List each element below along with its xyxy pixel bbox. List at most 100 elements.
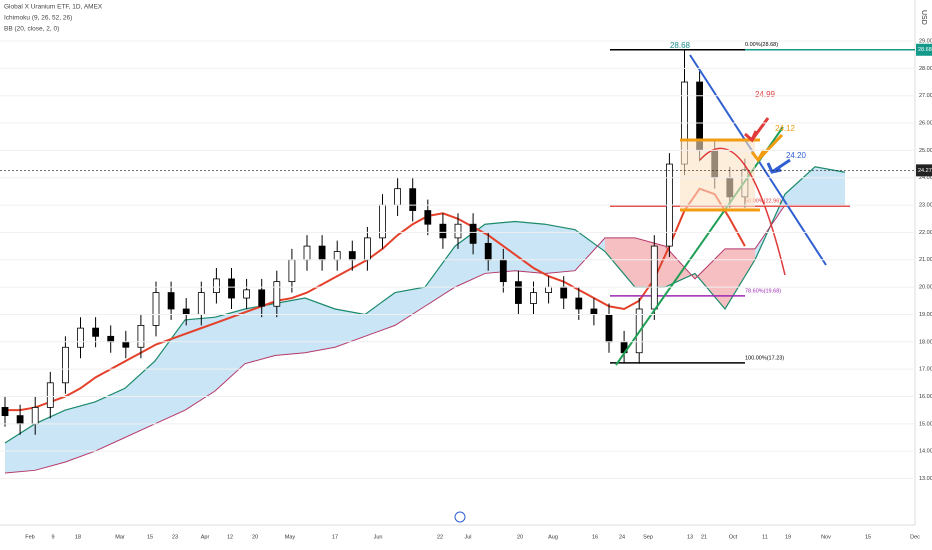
candle-body [590, 308, 598, 315]
price-tag-label: 28.68 [918, 47, 932, 53]
cloud-segment [335, 308, 365, 348]
moving-average [5, 187, 746, 412]
projection-arrow [699, 147, 786, 276]
x-tick-label: Mar [115, 534, 125, 540]
x-tick-label: 16 [592, 534, 598, 540]
candle-body [31, 407, 39, 425]
x-tick-label: Jul [464, 534, 471, 540]
candle-body [605, 314, 613, 343]
cloud-segment [575, 229, 605, 271]
cloud-segment [125, 360, 155, 438]
candle-body [303, 245, 311, 261]
x-tick-label: Jun [374, 534, 383, 540]
candle-body [318, 245, 326, 261]
x-tick-label: 18 [75, 534, 81, 540]
candle-body [182, 308, 190, 315]
candle-body [575, 297, 583, 310]
price-tag-label: 24.27 [918, 168, 932, 174]
candle-body [258, 289, 266, 307]
x-tick-label: May [285, 534, 296, 540]
y-tick-label: 25.00 [919, 148, 932, 154]
y-tick-label: 16.00 [919, 394, 932, 400]
cloud-segment [545, 224, 575, 274]
cloud-segment [185, 317, 215, 411]
x-tick-label: 17 [332, 534, 338, 540]
annotation: 24.99 [755, 90, 776, 99]
y-tick-label: 23.00 [919, 203, 932, 209]
cloud-segment [155, 319, 185, 424]
x-tick-label: 9 [51, 534, 54, 540]
x-tick-label: 15 [147, 534, 153, 540]
candle-body [1, 407, 9, 417]
x-tick-label: 24 [619, 534, 625, 540]
y-tick-label: 29.00 [919, 38, 932, 44]
cloud-segment [425, 246, 455, 307]
cloud-segment [725, 248, 755, 309]
x-tick-label: Sep [643, 534, 653, 540]
indicator-label: BB (20, close, 2, 0) [4, 26, 59, 33]
cloud-segment [605, 237, 635, 288]
y-tick-label: 24.00 [919, 175, 932, 181]
annotation: 24.20 [786, 151, 807, 160]
event-icon[interactable] [454, 511, 466, 523]
arrow [744, 117, 770, 143]
candle-body [62, 346, 69, 384]
candle-body [545, 286, 552, 293]
fib-label: 78.60%(19.68) [745, 288, 781, 294]
y-tick-label: 22.00 [919, 230, 932, 236]
cloud-segment [5, 423, 35, 474]
cloud-segment [245, 303, 275, 364]
cloud-segment [95, 388, 125, 452]
y-tick-label: 15.00 [919, 421, 932, 427]
x-tick-label: Aug [548, 534, 558, 540]
x-tick-label: 20 [252, 534, 258, 540]
annotation: 24.12 [775, 124, 796, 133]
candle-body [560, 286, 568, 299]
candle-body [167, 292, 175, 310]
cloud-segment [35, 410, 65, 471]
candle-body [137, 324, 145, 348]
trend-line [615, 126, 784, 366]
candle-body [499, 259, 507, 283]
x-tick-label: Nov [821, 534, 831, 540]
candle-body [530, 292, 537, 304]
y-tick-label: 28.00 [919, 66, 932, 72]
candle-body [197, 292, 205, 315]
candle-body [46, 382, 54, 408]
candle-body [77, 327, 84, 348]
cloud-segment [695, 248, 725, 309]
candle-body [273, 281, 281, 307]
x-tick-label: Apr [201, 534, 210, 540]
candle-body [228, 278, 235, 299]
range-box [680, 140, 755, 210]
indicator-label: Ichimoku (9, 26, 52, 26) [4, 15, 72, 22]
cloud-segment [65, 401, 95, 463]
x-tick-label: 23 [172, 534, 178, 540]
chart-title: Global X Uranium ETF, 1D, AMEX [4, 4, 103, 11]
x-tick-label: 20 [517, 534, 523, 540]
candle-body [379, 204, 386, 239]
candle-body [288, 259, 296, 283]
span-b-line [4, 204, 845, 474]
candle-body [122, 341, 130, 348]
y-tick-label: 26.00 [919, 121, 932, 127]
currency-label: USD [920, 10, 927, 25]
candle-body [424, 210, 432, 225]
y-tick-label: 14.00 [919, 449, 932, 455]
x-tick-label: Feb [25, 534, 34, 540]
candle-body [348, 251, 356, 261]
candle-body [454, 223, 462, 239]
arrow [766, 158, 791, 174]
y-tick-label: 19.00 [919, 312, 932, 318]
candle-body [92, 327, 99, 337]
y-tick-label: 27.00 [919, 93, 932, 99]
cloud-segment [815, 166, 845, 206]
y-tick-label: 20.00 [919, 285, 932, 291]
candle-body [243, 289, 251, 299]
x-tick-label: Oct [729, 534, 738, 540]
x-tick-label: 21 [701, 534, 707, 540]
x-tick-label: 19 [785, 534, 791, 540]
annotation: 28.68 [670, 41, 691, 50]
arrow [750, 133, 784, 163]
